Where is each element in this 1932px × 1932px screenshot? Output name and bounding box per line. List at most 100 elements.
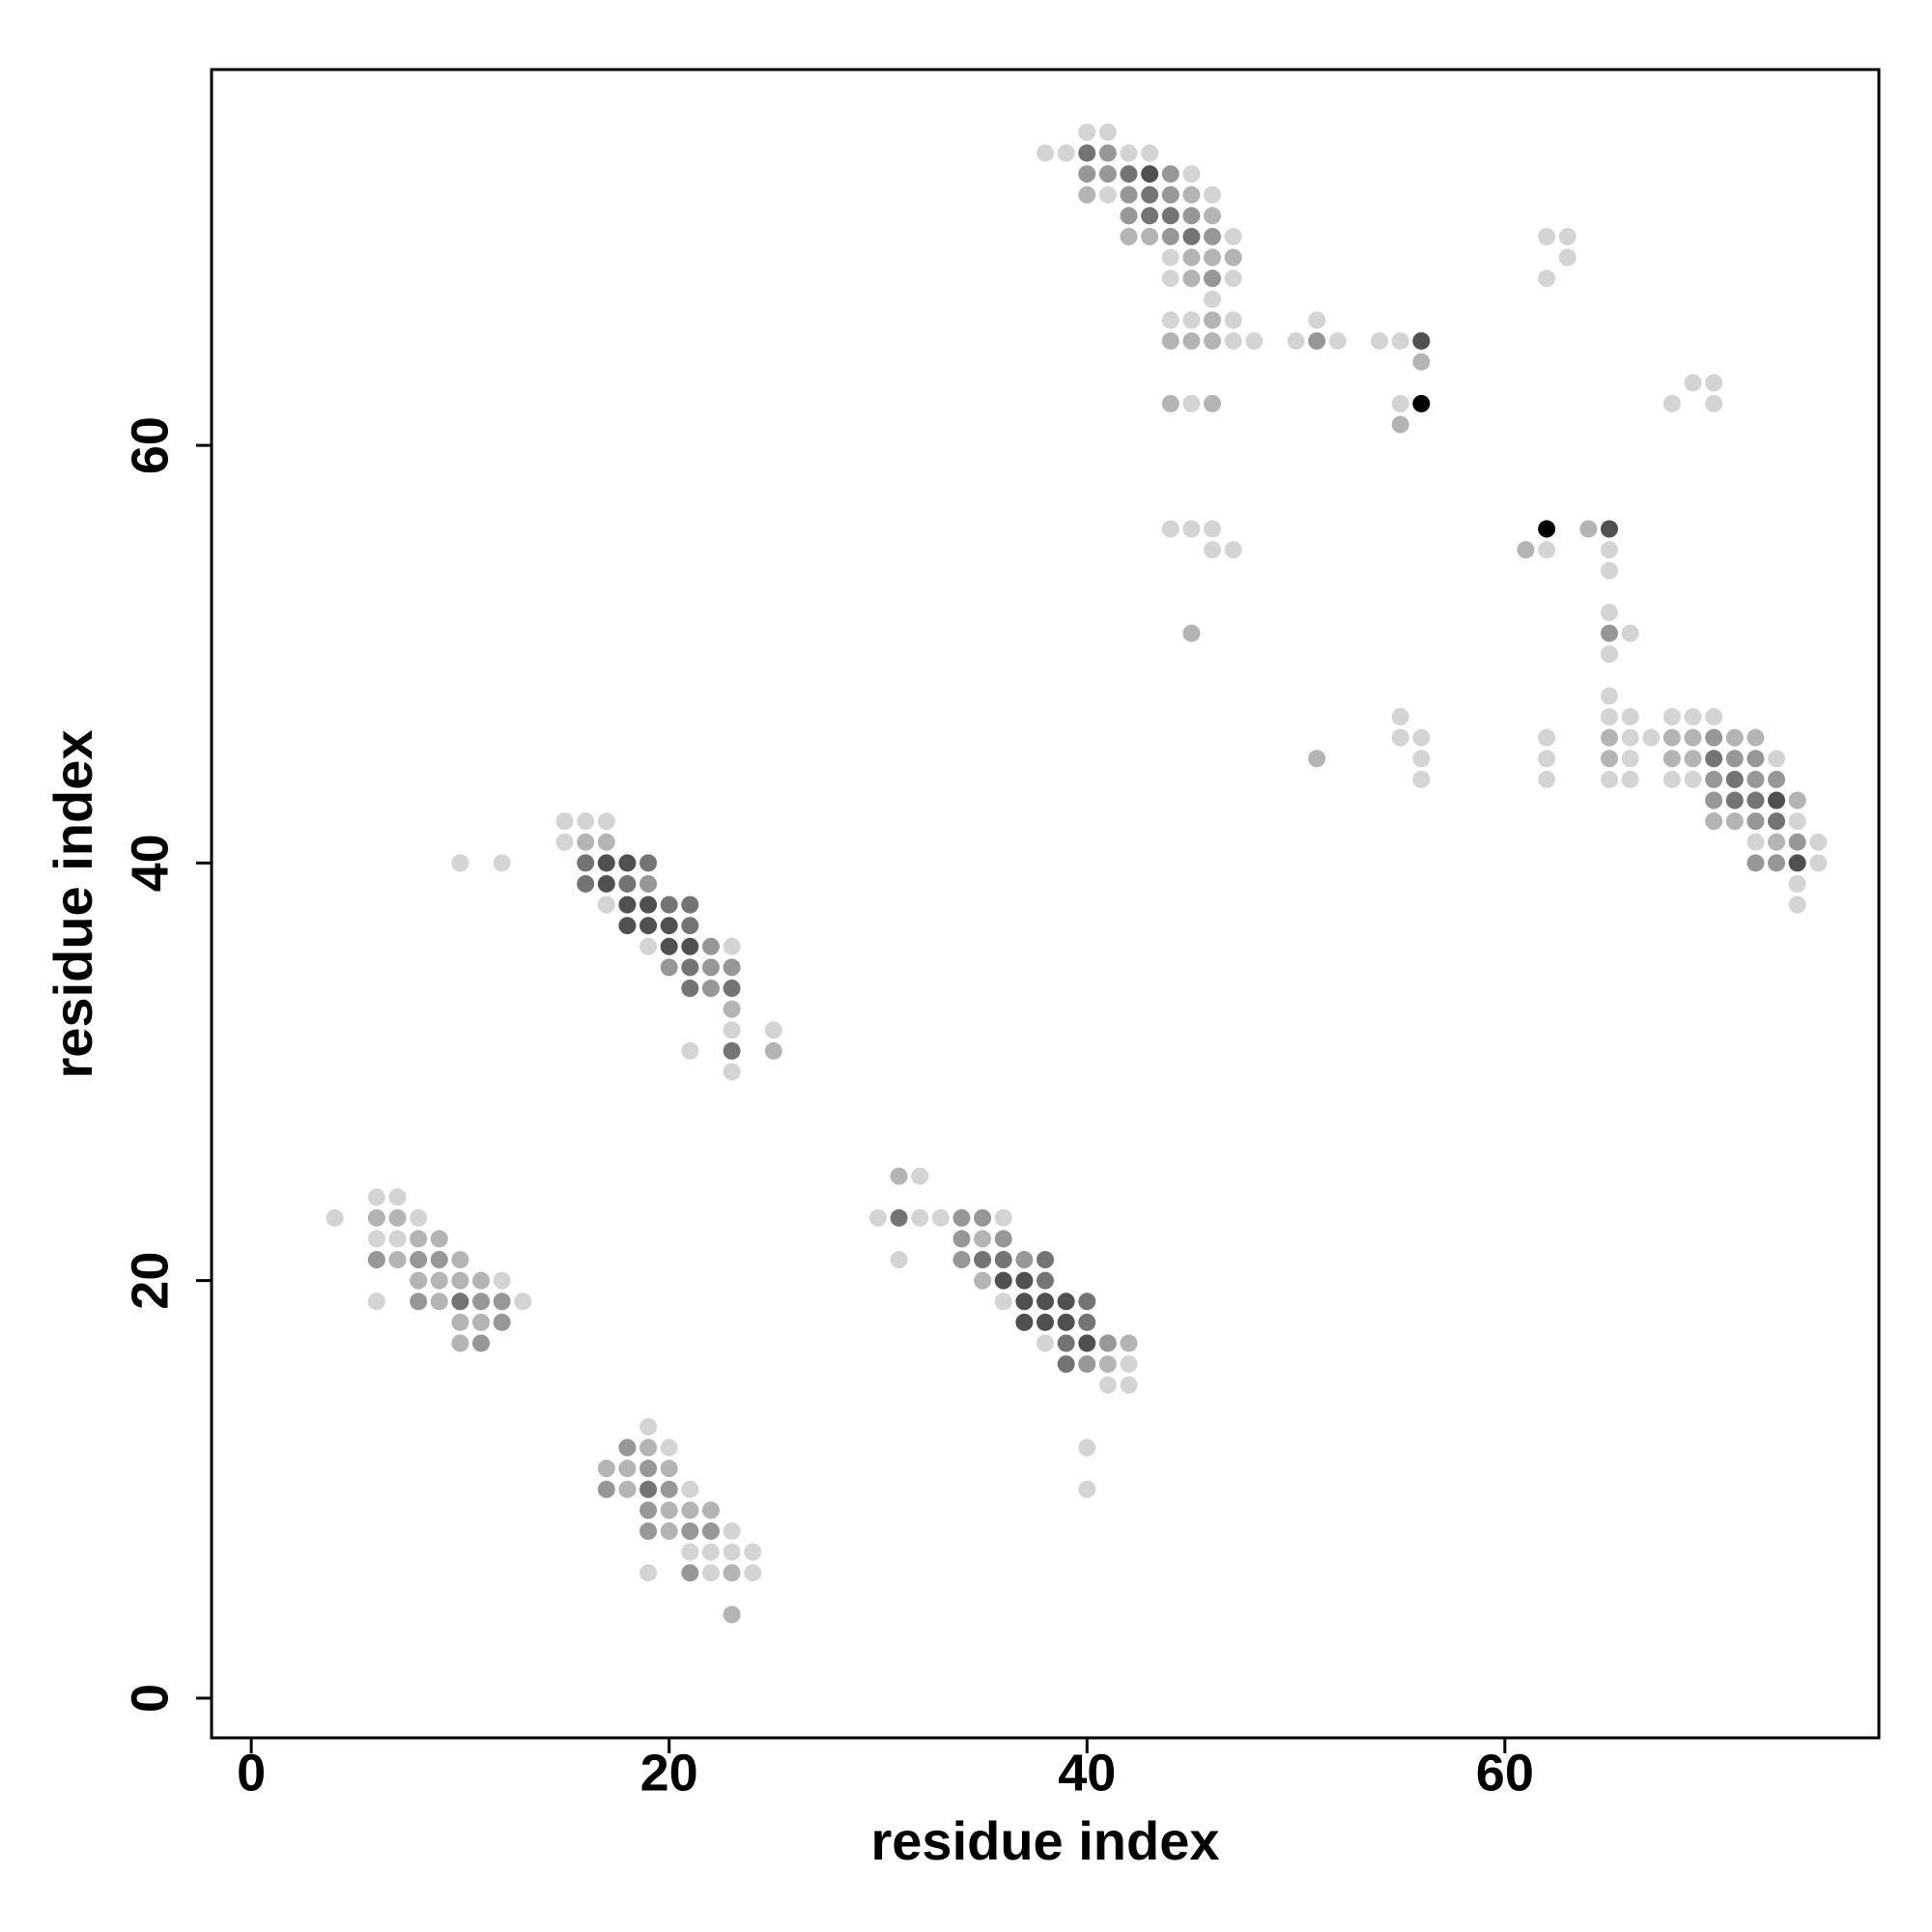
- contact-point: [660, 895, 678, 914]
- contact-point: [1412, 353, 1431, 371]
- contact-point: [597, 1460, 615, 1478]
- contact-point: [1747, 750, 1765, 768]
- contact-point: [577, 812, 595, 831]
- contact-point: [1662, 394, 1681, 412]
- contact-point: [451, 1293, 469, 1311]
- contact-point: [890, 1167, 908, 1185]
- contact-point: [388, 1230, 407, 1248]
- contact-point: [1161, 227, 1179, 245]
- contact-point: [1600, 687, 1618, 705]
- contact-point: [1182, 520, 1201, 538]
- contact-point: [1057, 1334, 1075, 1352]
- contact-point: [660, 917, 678, 935]
- contact-point: [701, 958, 720, 977]
- contact-point: [1600, 541, 1618, 559]
- contact-point: [701, 980, 720, 998]
- contact-point: [1037, 1313, 1054, 1331]
- contact-point: [1788, 874, 1806, 893]
- contact-point: [681, 1522, 699, 1541]
- contact-point: [1558, 227, 1577, 245]
- contact-point: [1098, 185, 1117, 204]
- contact-point: [1204, 394, 1222, 412]
- contact-point: [367, 1293, 385, 1311]
- contact-point: [639, 1501, 658, 1520]
- contact-point: [1182, 311, 1201, 329]
- contact-point: [410, 1230, 428, 1248]
- contact-point: [1078, 1438, 1096, 1457]
- contact-point: [388, 1188, 407, 1207]
- contact-point: [1768, 750, 1786, 768]
- contact-point: [1161, 270, 1179, 288]
- contact-point: [451, 854, 469, 872]
- contact-point: [1037, 1251, 1054, 1269]
- contact-point: [701, 937, 720, 955]
- contact-point: [1308, 750, 1326, 768]
- contact-point: [1600, 624, 1618, 642]
- contact-point: [1391, 331, 1409, 350]
- contact-point: [1120, 165, 1138, 184]
- contact-point: [1308, 331, 1326, 350]
- contact-point: [1182, 270, 1201, 288]
- contact-point: [1161, 207, 1179, 225]
- contact-point: [1600, 750, 1618, 768]
- contact-point: [1538, 750, 1556, 768]
- contact-point: [1078, 1334, 1096, 1352]
- contact-point: [701, 1522, 720, 1541]
- contact-point: [514, 1293, 532, 1311]
- contact-point: [1141, 227, 1159, 245]
- contact-point: [660, 1438, 678, 1457]
- contact-point: [639, 895, 658, 914]
- contact-point: [994, 1230, 1012, 1248]
- contact-point: [1078, 1480, 1096, 1498]
- contact-point: [618, 1480, 637, 1498]
- contact-point: [639, 1417, 658, 1435]
- contact-point: [1768, 833, 1786, 851]
- contact-point: [1057, 1355, 1075, 1374]
- contact-point: [1098, 165, 1117, 184]
- contact-point: [430, 1251, 448, 1269]
- contact-point: [410, 1208, 428, 1227]
- contact-point: [618, 895, 637, 914]
- contact-point: [410, 1271, 428, 1290]
- contact-point: [1120, 227, 1138, 245]
- contact-point: [577, 854, 595, 872]
- contact-point: [1204, 270, 1222, 288]
- contact-point: [1621, 770, 1639, 788]
- contact-point: [1809, 833, 1828, 851]
- contact-point: [1078, 1293, 1096, 1311]
- contact-point: [493, 1293, 511, 1311]
- contact-point: [1517, 541, 1535, 559]
- contact-point: [1642, 728, 1661, 747]
- contact-point: [451, 1334, 469, 1352]
- contact-point: [1015, 1251, 1034, 1269]
- contact-point: [639, 874, 658, 893]
- contact-point: [1120, 185, 1138, 204]
- contact-point: [1538, 270, 1556, 288]
- contact-point: [974, 1230, 992, 1248]
- contact-point: [723, 1522, 741, 1541]
- contact-point: [618, 1460, 637, 1478]
- contact-point: [1621, 708, 1639, 726]
- contact-point: [451, 1313, 469, 1331]
- contact-point: [1725, 791, 1744, 810]
- contact-point: [1538, 541, 1556, 559]
- contact-point: [597, 874, 615, 893]
- contact-point: [1684, 708, 1702, 726]
- contact-point: [1600, 645, 1618, 664]
- contact-point: [367, 1188, 385, 1207]
- contact-point: [1621, 624, 1639, 642]
- contact-point: [1538, 227, 1556, 245]
- contact-point: [388, 1251, 407, 1269]
- contact-point: [1120, 144, 1138, 162]
- contact-point: [1705, 770, 1723, 788]
- contact-point: [1705, 394, 1723, 412]
- contact-point: [1579, 520, 1598, 538]
- contact-point: [660, 1501, 678, 1520]
- contact-point: [1705, 708, 1723, 726]
- contact-point: [1725, 812, 1744, 831]
- contact-point: [577, 833, 595, 851]
- contact-point: [1037, 1271, 1054, 1290]
- contact-point: [994, 1271, 1012, 1290]
- contact-point: [1662, 750, 1681, 768]
- contact-point: [681, 895, 699, 914]
